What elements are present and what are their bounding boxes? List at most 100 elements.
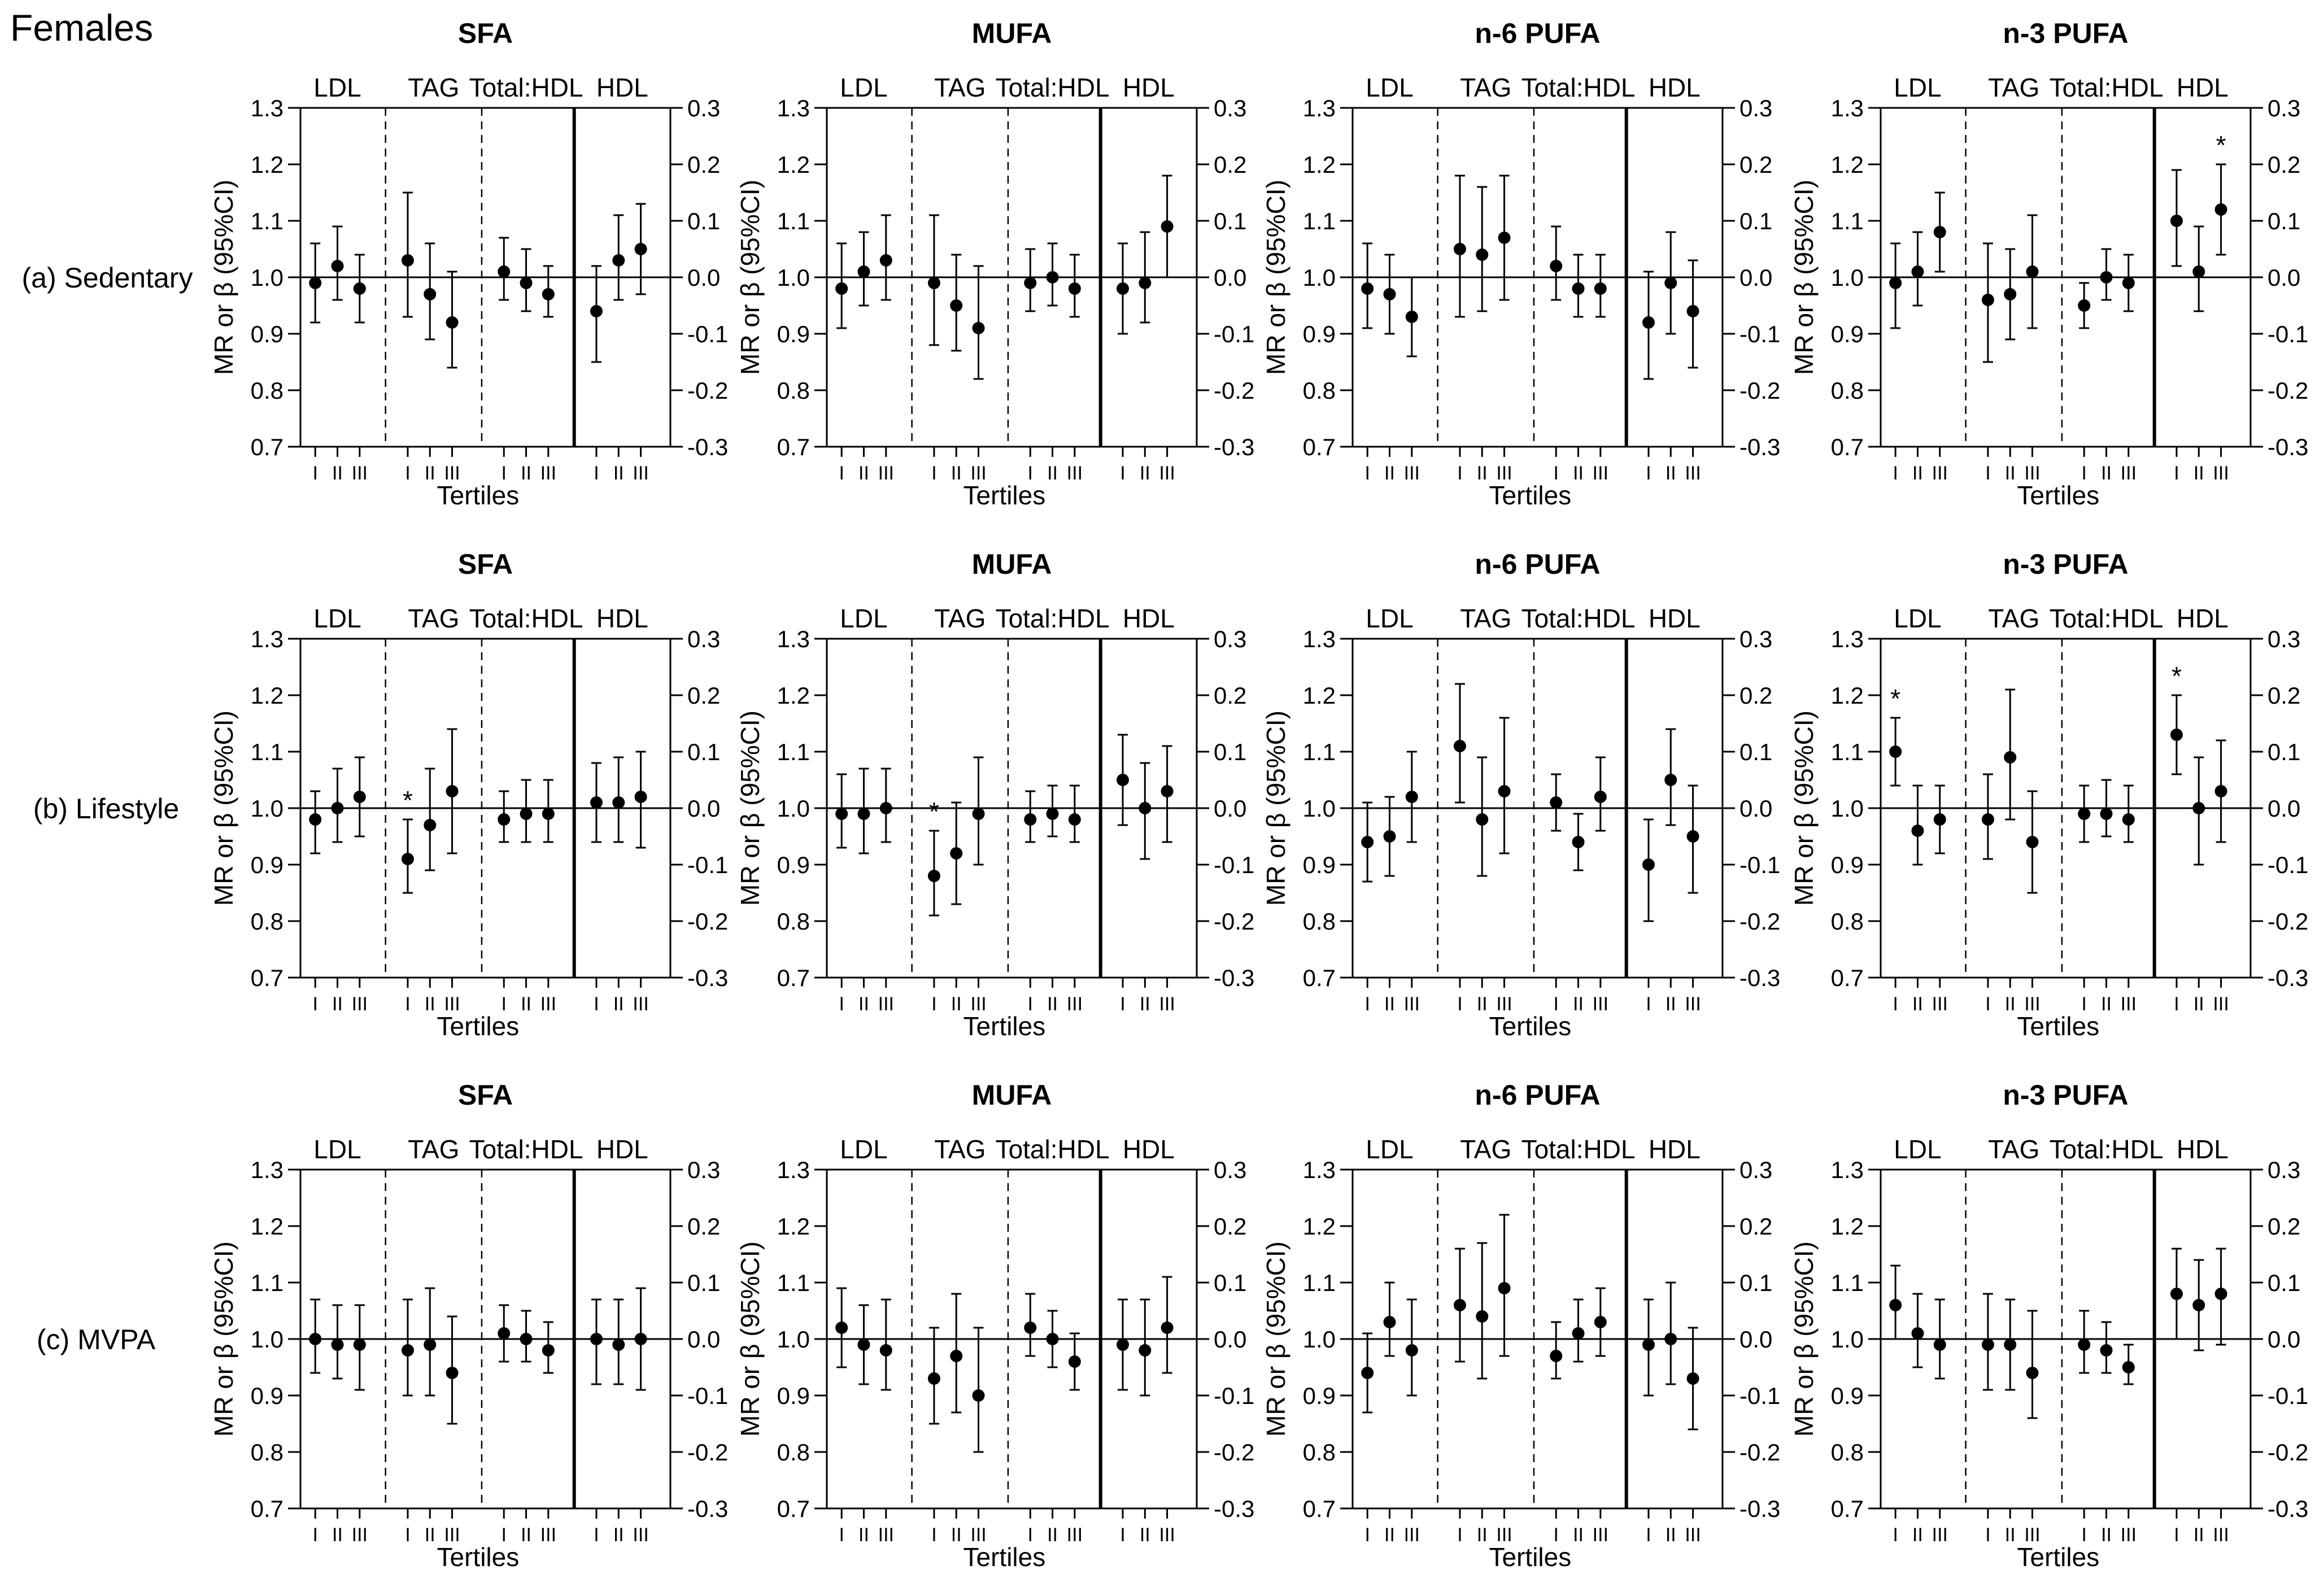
left-tick-label: 0.7	[251, 965, 284, 991]
point-estimate	[2214, 203, 2227, 216]
x-tick-label: III	[633, 993, 648, 1015]
x-tick-label: III	[540, 993, 556, 1015]
right-tick-label: -0.1	[1214, 321, 1254, 347]
point-estimate	[2004, 751, 2017, 764]
point-estimate	[2026, 265, 2039, 278]
left-tick-label: 1.2	[1303, 1213, 1336, 1240]
x-tick-label: III	[1067, 1524, 1083, 1546]
point-estimate	[1117, 774, 1129, 786]
outcome-label: LDL	[1894, 604, 1941, 633]
x-tick-label: I	[1028, 993, 1033, 1015]
outcome-label: Total:HDL	[469, 1135, 583, 1164]
point-estimate	[353, 1338, 366, 1351]
right-tick-label: -0.1	[1214, 852, 1254, 878]
outcome-label: TAG	[934, 73, 986, 102]
point-estimate	[1933, 226, 1946, 238]
right-tick-label: 0.0	[2268, 1326, 2300, 1353]
y-axis-label: MR or β (95%CI)	[735, 710, 765, 906]
x-tick-label: II	[1912, 463, 1923, 484]
x-tick-label: II	[2101, 463, 2112, 484]
outcome-label: TAG	[1988, 1135, 2039, 1164]
point-estimate	[1068, 282, 1081, 295]
panel: n-6 PUFA LDL TAG Total:HDL HDL 0.7 0.8 0.9 1.0 1.…	[1261, 18, 1780, 510]
point-estimate	[446, 1367, 459, 1379]
significance-marker: *	[1890, 684, 1900, 713]
outcome-label: TAG	[408, 604, 459, 633]
x-tick-label: II	[2194, 993, 2204, 1015]
x-tick-label: II	[521, 993, 531, 1015]
outcome-label: HDL	[2177, 73, 2229, 102]
left-tick-label: 1.2	[251, 682, 284, 709]
point-estimate	[1068, 813, 1081, 826]
x-tick-label: III	[444, 463, 460, 484]
x-tick-label: II	[1047, 463, 1058, 484]
right-tick-label: -0.3	[687, 434, 728, 460]
x-tick-label: II	[1912, 1524, 1923, 1546]
point-estimate	[2122, 813, 2135, 826]
point-estimate	[1161, 785, 1174, 797]
x-tick-label: II	[1477, 463, 1488, 484]
right-tick-label: 0.0	[1739, 1326, 1772, 1353]
point-estimate	[2192, 265, 2205, 278]
left-tick-label: 0.9	[1831, 852, 1864, 878]
outcome-label: LDL	[1366, 73, 1413, 102]
point-estimate	[2170, 1288, 2183, 1300]
x-tick-label: II	[1140, 993, 1150, 1015]
x-tick-label: I	[1893, 993, 1898, 1015]
x-tick-label: II	[1477, 993, 1488, 1015]
x-tick-label: II	[1573, 463, 1584, 484]
right-tick-label: -0.2	[1739, 377, 1780, 404]
panel-title: MUFA	[972, 1079, 1052, 1111]
figure-title: Females	[10, 7, 153, 49]
right-tick-label: 0.0	[687, 264, 720, 291]
x-tick-label: III	[1404, 1524, 1420, 1546]
outcome-label: LDL	[1366, 604, 1413, 633]
x-tick-label: III	[1159, 463, 1175, 484]
outcome-label: TAG	[408, 73, 459, 102]
point-estimate	[2026, 1367, 2039, 1379]
outcome-label: Total:HDL	[2050, 73, 2164, 102]
right-tick-label: 0.1	[687, 208, 720, 234]
x-tick-label: III	[1067, 463, 1083, 484]
point-estimate	[857, 808, 870, 820]
point-estimate	[424, 1338, 437, 1351]
point-estimate	[520, 1333, 533, 1345]
left-tick-label: 1.2	[1831, 1213, 1864, 1240]
panel-title: MUFA	[972, 18, 1052, 49]
left-tick-label: 0.7	[1303, 434, 1336, 460]
point-estimate	[2192, 1299, 2205, 1311]
y-axis-label: MR or β (95%CI)	[1789, 180, 1819, 375]
point-estimate	[1161, 1322, 1174, 1334]
right-tick-label: 0.3	[2268, 95, 2300, 121]
right-tick-label: -0.1	[2268, 852, 2308, 878]
point-estimate	[612, 1338, 625, 1351]
point-estimate	[498, 265, 511, 278]
point-estimate	[927, 277, 940, 289]
point-estimate	[353, 791, 366, 803]
left-tick-label: 1.0	[1831, 264, 1864, 291]
left-tick-label: 1.0	[777, 795, 810, 822]
x-axis-label: Tertiles	[437, 1011, 520, 1041]
left-tick-label: 0.8	[1831, 1439, 1864, 1466]
x-tick-label: I	[2082, 463, 2087, 484]
x-tick-label: I	[1364, 463, 1370, 484]
right-tick-label: -0.2	[2268, 1439, 2308, 1466]
right-tick-label: -0.1	[1739, 1383, 1780, 1409]
left-tick-label: 1.1	[1303, 208, 1336, 234]
point-estimate	[950, 847, 963, 860]
y-axis-label: MR or β (95%CI)	[1261, 710, 1290, 906]
point-estimate	[1664, 774, 1677, 786]
point-estimate	[927, 1372, 940, 1385]
x-tick-label: I	[1457, 993, 1462, 1015]
right-tick-label: 0.3	[2268, 626, 2300, 652]
point-estimate	[520, 277, 533, 289]
left-tick-label: 0.8	[777, 377, 810, 404]
x-tick-label: I	[502, 1524, 507, 1546]
panel-title: MUFA	[972, 548, 1052, 580]
x-tick-label: III	[1159, 993, 1175, 1015]
x-tick-label: II	[1140, 463, 1150, 484]
right-tick-label: 0.0	[1739, 795, 1772, 822]
x-tick-label: III	[2121, 993, 2136, 1015]
outcome-label: LDL	[1894, 1135, 1941, 1164]
